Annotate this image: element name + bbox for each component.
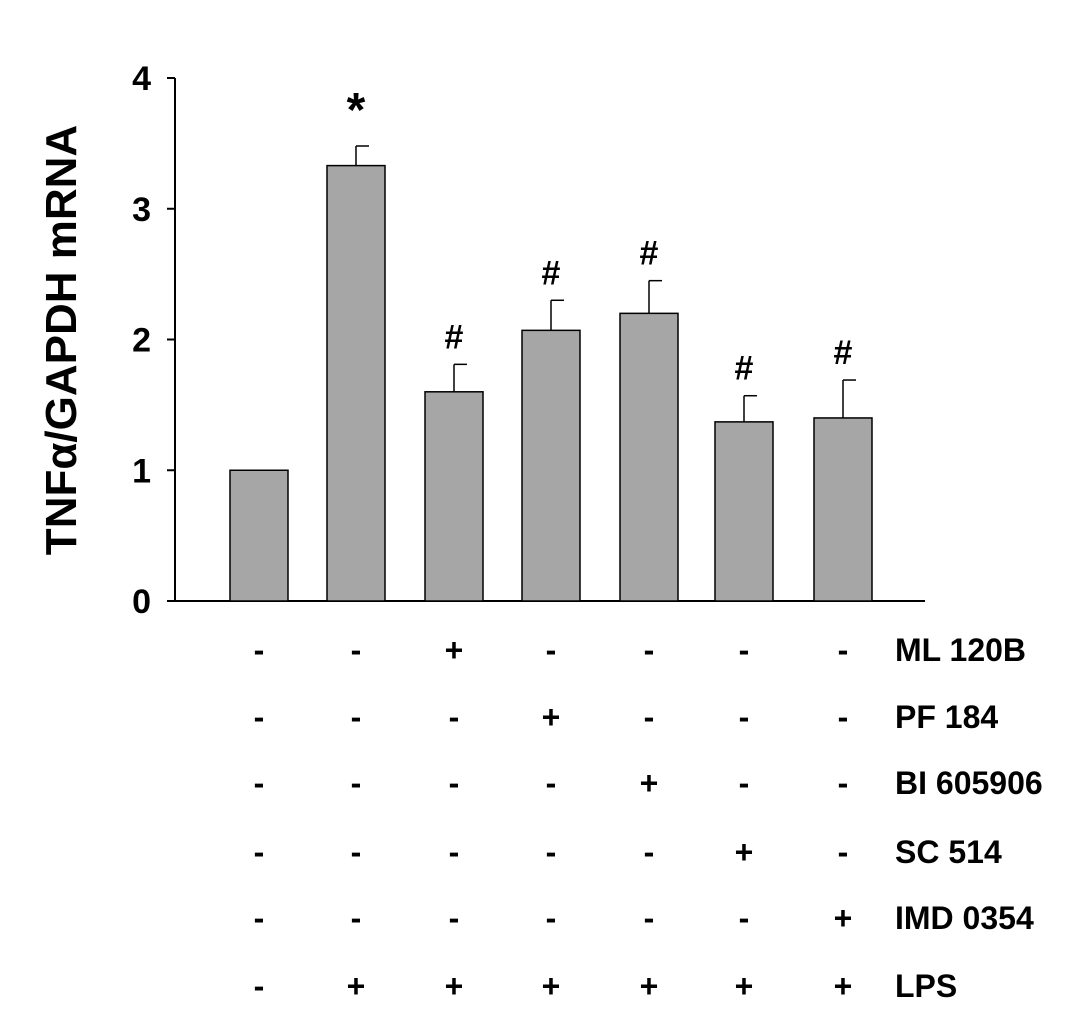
treatment-minus: -	[351, 900, 362, 936]
y-tick-label: 3	[132, 191, 151, 229]
treatment-minus: -	[546, 765, 557, 801]
treatment-minus: -	[254, 699, 265, 735]
treatment-plus: +	[834, 900, 853, 936]
y-axis: 0 1 2 3 4	[132, 60, 925, 621]
treatment-minus: -	[351, 834, 362, 870]
treatment-table: - - + - - - - ML 120B - - - + - - - PF 184 - - - - + - - BI 605…	[254, 632, 1043, 1004]
treatment-label: PF 184	[895, 699, 998, 735]
treatment-minus: -	[739, 699, 750, 735]
treatment-minus: -	[739, 900, 750, 936]
treatment-plus: +	[735, 968, 754, 1004]
significance-hash: #	[640, 235, 659, 273]
treatment-minus: -	[449, 699, 460, 735]
bar	[326, 164, 386, 602]
treatment-plus: +	[542, 699, 561, 735]
treatment-minus: -	[546, 632, 557, 668]
treatment-plus: +	[640, 968, 659, 1004]
treatment-minus: -	[254, 632, 265, 668]
y-axis-label: TNFα/GAPDH mRNA	[37, 125, 86, 555]
bar	[619, 312, 679, 602]
significance-hash: #	[445, 318, 464, 356]
y-tick-label: 0	[132, 583, 151, 621]
treatment-plus: +	[735, 834, 754, 870]
treatment-minus: -	[838, 699, 849, 735]
treatment-plus: +	[542, 968, 561, 1004]
treatment-label: IMD 0354	[895, 900, 1034, 936]
treatment-plus: +	[445, 968, 464, 1004]
treatment-minus: -	[351, 765, 362, 801]
significance-marks: * # # # # #	[347, 84, 853, 388]
significance-hash: #	[834, 334, 853, 372]
y-tick-label: 2	[132, 322, 151, 360]
treatment-minus: -	[739, 632, 750, 668]
y-tick-label: 4	[132, 60, 151, 98]
treatment-plus: +	[347, 968, 366, 1004]
bar	[714, 421, 774, 602]
significance-hash: #	[735, 350, 754, 388]
treatment-minus: -	[254, 834, 265, 870]
treatment-minus: -	[644, 632, 655, 668]
treatment-minus: -	[449, 900, 460, 936]
treatment-label: BI 605906	[895, 765, 1043, 801]
bar	[521, 329, 581, 602]
significance-hash: #	[542, 254, 561, 292]
treatment-label: SC 514	[895, 834, 1002, 870]
treatment-minus: -	[449, 765, 460, 801]
bar	[424, 391, 484, 602]
treatment-minus: -	[351, 699, 362, 735]
treatment-minus: -	[254, 900, 265, 936]
significance-star: *	[347, 84, 366, 137]
treatment-minus: -	[449, 834, 460, 870]
treatment-minus: -	[254, 765, 265, 801]
treatment-label: ML 120B	[895, 632, 1026, 668]
treatment-minus: -	[644, 699, 655, 735]
error-bars	[355, 145, 856, 422]
treatment-plus: +	[640, 765, 659, 801]
treatment-minus: -	[644, 834, 655, 870]
bars	[229, 164, 873, 602]
treatment-minus: -	[254, 968, 265, 1004]
treatment-minus: -	[644, 900, 655, 936]
treatment-minus: -	[838, 765, 849, 801]
treatment-minus: -	[739, 765, 750, 801]
treatment-minus: -	[838, 834, 849, 870]
treatment-minus: -	[351, 632, 362, 668]
treatment-plus: +	[445, 632, 464, 668]
treatment-minus: -	[546, 834, 557, 870]
bar	[813, 417, 873, 602]
y-tick-label: 1	[132, 452, 151, 490]
bar	[229, 469, 289, 602]
treatment-label: LPS	[895, 968, 957, 1004]
treatment-minus: -	[838, 632, 849, 668]
treatment-minus: -	[546, 900, 557, 936]
treatment-plus: +	[834, 968, 853, 1004]
